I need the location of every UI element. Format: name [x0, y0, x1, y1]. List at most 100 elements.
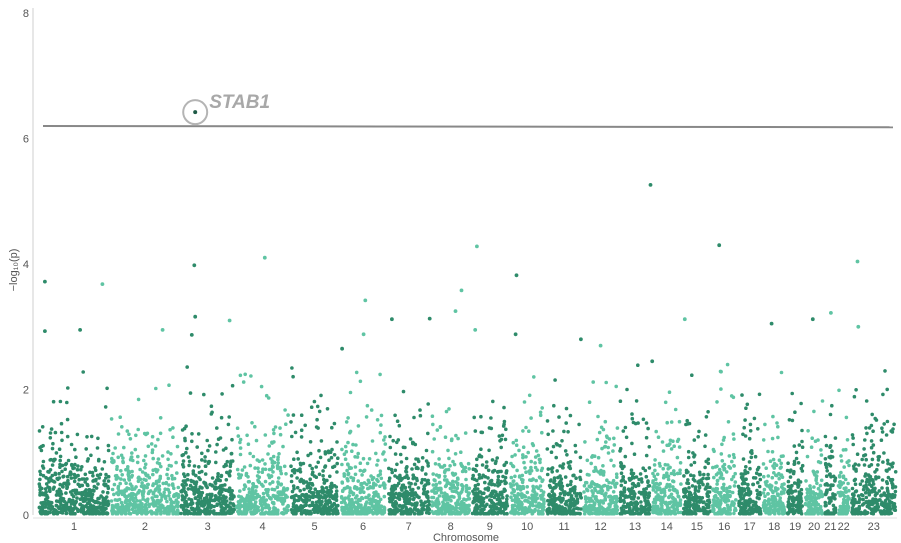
snp-point [311, 495, 315, 500]
snp-point [604, 440, 608, 444]
snp-point [285, 505, 289, 509]
snp-point [749, 506, 753, 510]
snp-point [335, 440, 339, 444]
snp-point [155, 494, 159, 499]
snp-point [343, 496, 348, 501]
snp-point [202, 392, 206, 397]
snp-point [343, 501, 347, 505]
snp-point [372, 483, 376, 488]
snp-point [271, 511, 275, 516]
snp-point [781, 489, 786, 494]
snp-point [334, 489, 339, 493]
snp-point [751, 476, 756, 480]
snp-point [537, 505, 541, 510]
snp-point [527, 393, 532, 398]
snp-point [593, 501, 597, 505]
snp-point [541, 490, 546, 495]
snp-point [141, 494, 145, 499]
snp-point [299, 511, 304, 516]
snp-point [665, 509, 669, 514]
snp-point [405, 507, 409, 512]
snp-point [267, 511, 272, 516]
snp-point [653, 485, 658, 489]
snp-point [761, 438, 766, 442]
snp-point [289, 479, 294, 484]
snp-point [77, 491, 81, 495]
snp-point [797, 502, 801, 506]
snp-point [741, 432, 745, 437]
snp-point [104, 472, 108, 477]
snp-point [123, 511, 127, 515]
snp-point [552, 476, 557, 480]
snp-point [752, 416, 757, 421]
snp-point [212, 511, 217, 516]
snp-point [454, 433, 458, 438]
snp-point [430, 449, 435, 454]
snp-point [573, 485, 577, 489]
snp-point [242, 483, 247, 487]
snp-point [573, 443, 578, 448]
snp-point [375, 463, 379, 467]
snp-point [806, 429, 810, 433]
snp-point [812, 485, 816, 489]
snp-point [751, 499, 755, 504]
snp-point [483, 504, 488, 509]
snp-point [550, 470, 554, 474]
snp-point [552, 403, 556, 408]
snp-point [725, 503, 730, 508]
snp-point [686, 496, 690, 500]
snp-point [184, 424, 188, 429]
snp-point [172, 494, 176, 499]
snp-point [378, 430, 383, 435]
snp-point [348, 507, 352, 512]
snp-point [770, 489, 775, 493]
snp-point [721, 508, 725, 512]
snp-point [570, 509, 575, 513]
snp-point [161, 481, 165, 486]
snp-point [532, 375, 536, 379]
snp-point [773, 486, 778, 490]
snp-point [511, 440, 516, 445]
snp-point [183, 503, 187, 507]
snp-point [206, 502, 211, 507]
snp-point [290, 489, 295, 494]
snp-point [202, 481, 207, 485]
snp-point [402, 504, 406, 508]
snp-point [641, 466, 645, 471]
snp-point [748, 429, 753, 433]
snp-point [375, 418, 380, 422]
snp-point [673, 407, 678, 412]
snp-point [425, 504, 430, 508]
snp-point [319, 439, 324, 443]
snp-point [387, 479, 391, 483]
snp-point [788, 507, 792, 512]
snp-point [672, 444, 676, 449]
snp-point [253, 424, 257, 429]
snp-point [228, 501, 233, 505]
snp-point [278, 465, 283, 470]
snp-point [306, 453, 310, 458]
snp-point [655, 472, 660, 477]
snp-point [727, 464, 731, 469]
snp-point [691, 477, 696, 482]
snp-point [786, 511, 790, 516]
snp-point [364, 502, 368, 506]
snp-point [711, 487, 715, 492]
snp-point [420, 509, 424, 514]
snp-point [630, 441, 634, 446]
snp-point [750, 451, 754, 456]
snp-point [474, 463, 479, 468]
snp-point [249, 506, 253, 511]
snp-point [689, 473, 693, 478]
snp-point [156, 505, 160, 510]
snp-point [455, 486, 460, 491]
snp-point [557, 507, 561, 512]
snp-point [593, 506, 597, 511]
snp-point [573, 499, 577, 504]
snp-point [290, 434, 294, 439]
snp-point [467, 509, 471, 513]
snp-point [200, 469, 204, 474]
snp-point [308, 440, 313, 444]
snp-point [153, 444, 158, 448]
snp-point [579, 507, 583, 511]
